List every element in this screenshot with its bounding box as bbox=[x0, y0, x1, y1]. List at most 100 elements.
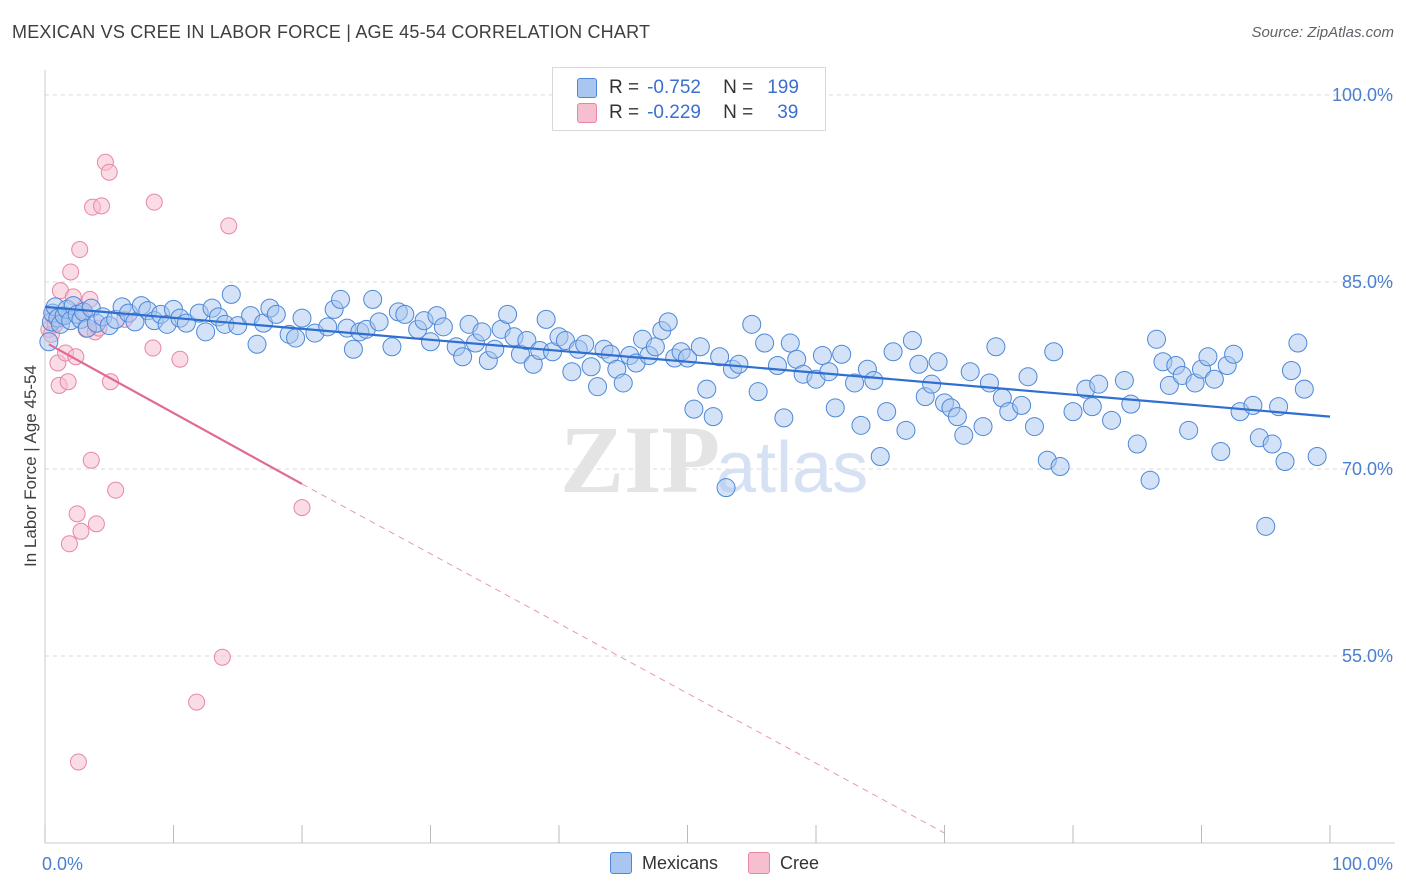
mexicans-point bbox=[331, 289, 351, 309]
mexicans-point bbox=[395, 304, 415, 324]
mexicans-point bbox=[318, 317, 338, 337]
mexicans-point bbox=[960, 362, 980, 382]
mexicans-point bbox=[1243, 395, 1263, 415]
mexicans-point bbox=[363, 289, 383, 309]
tick-labels: 55.0% 70.0% 85.0% 100.0% 0.0% 100.0% bbox=[42, 85, 1393, 874]
mexicans-point bbox=[690, 337, 710, 357]
mexicans-point bbox=[729, 354, 749, 374]
mexicans-point bbox=[979, 373, 999, 393]
cree-point bbox=[293, 499, 311, 517]
mexicans-n-value: 199 bbox=[767, 77, 799, 98]
legend: R = -0.752 N = 199 R = -0.229 N = 39 bbox=[552, 67, 826, 131]
mexicans-point bbox=[266, 304, 286, 324]
cree-swatch bbox=[748, 852, 771, 874]
mexicans-point bbox=[472, 322, 492, 342]
cree-n-value: 39 bbox=[777, 102, 799, 123]
mexicans-point bbox=[748, 382, 768, 402]
x-tick-label: 100.0% bbox=[1332, 854, 1393, 874]
cree-point bbox=[144, 339, 162, 357]
mexicans-point bbox=[228, 316, 248, 336]
mexicans-point bbox=[1063, 402, 1083, 422]
cree-point bbox=[188, 693, 206, 711]
x-tick-label: 0.0% bbox=[42, 854, 83, 874]
mexicans-point bbox=[1044, 342, 1064, 362]
cree-point bbox=[71, 241, 89, 259]
mexicans-point bbox=[825, 398, 845, 418]
mexicans-point bbox=[973, 417, 993, 437]
mexicans-point bbox=[1159, 375, 1179, 395]
mexicans-point bbox=[877, 402, 897, 422]
mexicans-point bbox=[1275, 451, 1295, 471]
source-credit: Source: ZipAtlas.com bbox=[1251, 24, 1394, 41]
mexicans-trend-line bbox=[44, 305, 1331, 418]
mexicans-point bbox=[1102, 410, 1122, 430]
mexicans-point bbox=[909, 354, 929, 374]
cree-point bbox=[107, 481, 125, 499]
mexicans-point bbox=[845, 373, 865, 393]
mexicans-point bbox=[588, 377, 608, 397]
y-tick-label: 70.0% bbox=[1342, 459, 1393, 479]
mexicans-point bbox=[421, 332, 440, 352]
mexicans-point bbox=[433, 317, 453, 337]
mexicans-point bbox=[774, 408, 794, 428]
cree-trend-extension bbox=[301, 483, 945, 834]
mexicans-points bbox=[39, 284, 1327, 536]
mexicans-point bbox=[292, 308, 312, 328]
mexicans-point bbox=[613, 373, 633, 393]
cree-point bbox=[59, 373, 77, 391]
mexicans-point bbox=[517, 331, 537, 351]
mexicans-r-value: -0.752 bbox=[647, 77, 701, 98]
mexicans-point bbox=[864, 370, 884, 390]
mexicans-point bbox=[947, 407, 967, 427]
mexicans-point bbox=[697, 379, 717, 399]
bottom-legend-mexicans: Mexicans bbox=[610, 852, 718, 874]
legend-row-mexicans: R = -0.752 N = 199 bbox=[577, 76, 799, 100]
mexicans-point bbox=[1147, 329, 1167, 349]
mexicans-point bbox=[986, 337, 1006, 357]
mexicans-point bbox=[1198, 347, 1218, 367]
mexicans-point bbox=[767, 355, 787, 375]
mexicans-point bbox=[286, 328, 306, 348]
mexicans-point bbox=[196, 322, 216, 342]
mexicans-point bbox=[581, 357, 601, 377]
y-tick-label: 100.0% bbox=[1332, 85, 1393, 105]
mexicans-point bbox=[1224, 344, 1244, 364]
mexicans-point bbox=[832, 344, 852, 364]
mexicans-point bbox=[1012, 395, 1032, 415]
mexicans-point bbox=[742, 314, 762, 334]
watermark-zip: ZIP bbox=[560, 406, 720, 513]
y-tick-label: 55.0% bbox=[1342, 646, 1393, 666]
legend-r-label: R = bbox=[609, 102, 640, 123]
mexicans-point bbox=[1050, 456, 1070, 476]
mexicans-point bbox=[536, 309, 556, 329]
cree-point bbox=[100, 163, 118, 181]
mexicans-point bbox=[1262, 434, 1282, 454]
cree-point bbox=[93, 197, 111, 215]
mexicans-point bbox=[562, 362, 582, 382]
mexicans-point bbox=[755, 333, 775, 353]
cree-point bbox=[69, 753, 87, 771]
cree-point bbox=[171, 350, 189, 368]
mexicans-point bbox=[1307, 447, 1327, 466]
mexicans-point bbox=[1024, 417, 1044, 437]
mexicans-point bbox=[498, 304, 518, 324]
mexicans-point bbox=[703, 407, 723, 427]
trend-lines bbox=[44, 305, 1331, 834]
watermark-atlas: atlas bbox=[716, 428, 868, 508]
mexicans-point bbox=[125, 312, 145, 332]
mexicans-point bbox=[1204, 369, 1224, 389]
mexicans-point bbox=[928, 352, 948, 372]
cree-point bbox=[82, 451, 100, 469]
mexicans-point bbox=[1288, 333, 1308, 353]
legend-row-cree: R = -0.229 N = 39 bbox=[577, 101, 798, 125]
mexicans-point bbox=[453, 347, 473, 367]
mexicans-point bbox=[1089, 374, 1109, 394]
mexicans-point bbox=[1211, 442, 1231, 462]
mexicans-point bbox=[1281, 360, 1301, 380]
bottom-legend-cree: Cree bbox=[748, 852, 819, 874]
cree-r-value: -0.229 bbox=[647, 102, 701, 123]
mexicans-point bbox=[716, 478, 736, 498]
y-tick-label: 85.0% bbox=[1342, 272, 1393, 292]
legend-n-label: N = bbox=[723, 102, 754, 123]
